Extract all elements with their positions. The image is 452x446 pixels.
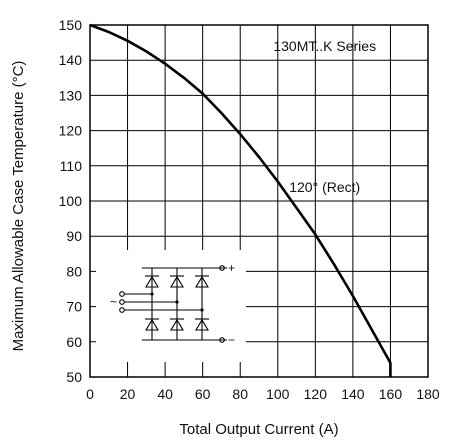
y-tick-label: 110	[60, 158, 83, 174]
x-tick-label: 160	[379, 386, 403, 402]
x-tick-label: 60	[195, 386, 211, 402]
x-tick-label: 100	[266, 386, 290, 402]
x-tick-label: 140	[341, 386, 365, 402]
x-tick-label: 120	[304, 386, 328, 402]
y-tick-label: 100	[59, 193, 83, 209]
annotation-label: 130MT..K Series	[273, 38, 376, 54]
x-tick-label: 0	[86, 386, 94, 402]
series-line	[89, 23, 392, 377]
diode-icon	[145, 275, 159, 288]
plus-label: +	[228, 261, 235, 275]
x-tick-label: 180	[416, 386, 440, 402]
x-tick-labels: 0 20 40 60 80 100 120 140 160 180	[86, 386, 440, 402]
x-tick-label: 80	[232, 386, 248, 402]
minus-terminal	[219, 337, 225, 343]
minus-label: −	[228, 333, 235, 347]
x-tick-label: 20	[120, 386, 136, 402]
x-tick-label: 40	[157, 386, 173, 402]
y-tick-label: 60	[66, 334, 82, 350]
y-tick-labels: 50 60 70 80 90 100 110 120 130 140 150	[59, 17, 83, 385]
y-tick-label: 120	[59, 123, 83, 139]
y-tick-label: 70	[66, 299, 82, 315]
y-axis-label: Maximum Allowable Case Temperature (°C)	[10, 61, 27, 352]
junction-dot	[200, 308, 204, 312]
y-tick-label: 140	[59, 52, 83, 68]
plot-frame	[89, 24, 429, 378]
series-layer	[89, 23, 392, 377]
diode-icon	[195, 318, 209, 331]
inset-background	[96, 250, 246, 362]
junction-dot	[175, 300, 179, 304]
x-axis-label: Total Output Current (A)	[179, 421, 338, 438]
plus-terminal	[219, 265, 225, 271]
bridge-rectifier-inset: + − ~	[96, 250, 246, 362]
ac-label: ~	[110, 295, 117, 309]
junction-dot	[150, 292, 154, 296]
y-tick-label: 130	[59, 87, 83, 103]
y-tick-label: 150	[59, 17, 83, 33]
annotations: 130MT..K Series 120° (Rect)	[273, 38, 376, 195]
y-tick-label: 90	[66, 228, 82, 244]
diode-icon	[195, 275, 209, 288]
diode-icon	[170, 318, 184, 331]
y-tick-label: 80	[66, 263, 82, 279]
diode-icon	[170, 275, 184, 288]
y-tick-label: 50	[66, 369, 82, 385]
annotation-label: 120° (Rect)	[289, 179, 360, 195]
diode-icon	[145, 318, 159, 331]
